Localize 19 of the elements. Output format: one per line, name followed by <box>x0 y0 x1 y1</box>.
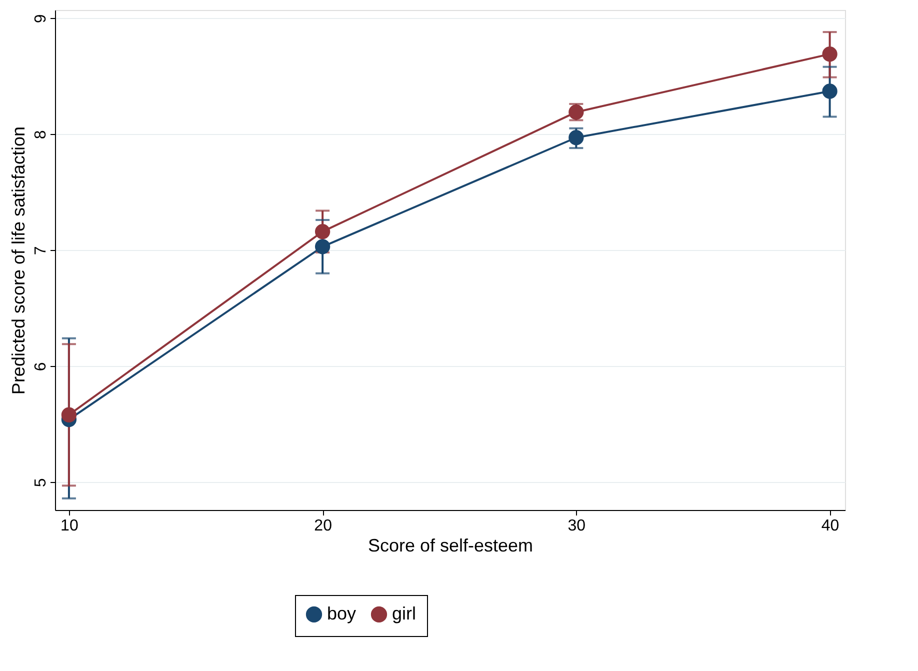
x-tick-label: 10 <box>60 518 78 534</box>
y-tick-label: 7 <box>32 246 50 256</box>
legend-label: girl <box>392 603 416 624</box>
x-tick-label: 20 <box>314 518 332 534</box>
x-tick-label: 30 <box>568 518 586 534</box>
y-tick-label: 6 <box>32 362 50 372</box>
y-axis-title: Predicted score of life satisfaction <box>8 126 28 395</box>
y-tick-label: 9 <box>32 14 50 24</box>
point <box>314 239 330 254</box>
y-tick-label: 8 <box>32 130 50 140</box>
point <box>822 46 838 62</box>
legend-label: boy <box>327 603 356 624</box>
x-tick-label: 40 <box>821 518 840 534</box>
point <box>61 407 77 422</box>
point <box>822 84 838 99</box>
y-tick-label: 5 <box>32 478 50 488</box>
x-axis-title: Score of self-esteem <box>368 536 534 556</box>
point <box>568 130 584 146</box>
point <box>314 224 330 240</box>
